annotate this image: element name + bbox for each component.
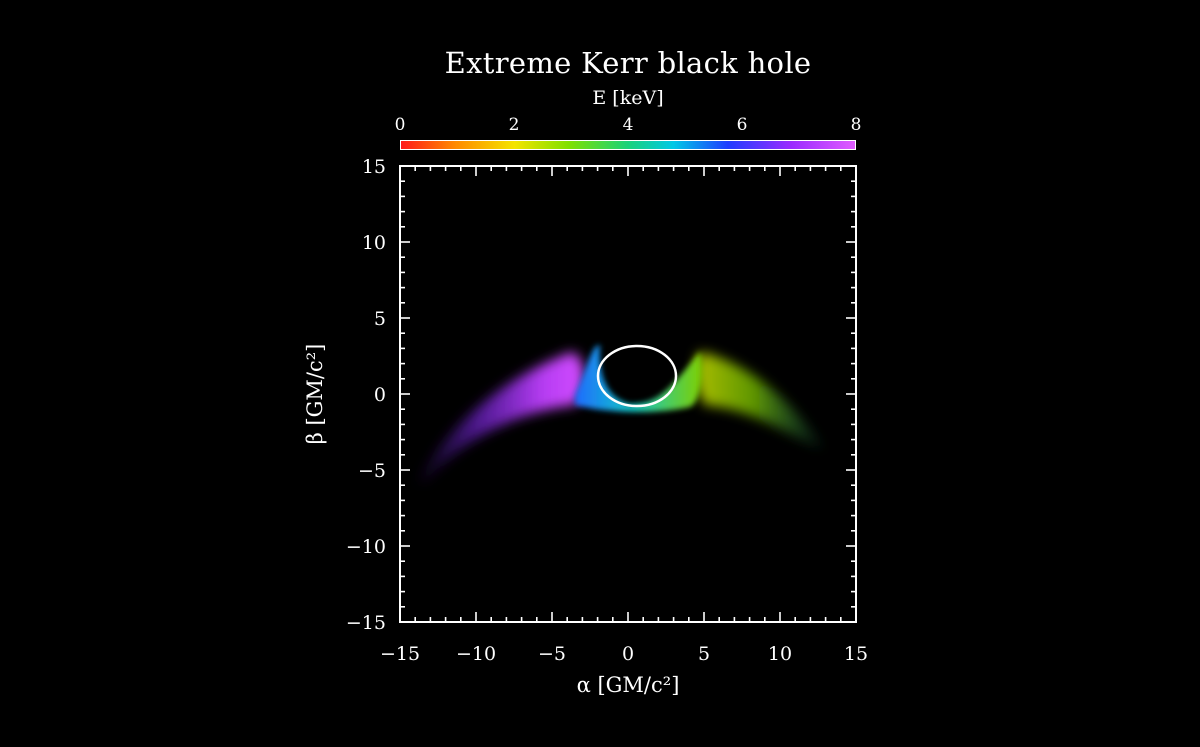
y-axis-label: β [GM/c²] bbox=[303, 344, 327, 445]
x-tick-label: −5 bbox=[538, 643, 566, 665]
colorbar-tick-4: 4 bbox=[622, 115, 634, 135]
emission-region-right bbox=[695, 352, 825, 450]
x-tick-label: 10 bbox=[768, 643, 792, 665]
black-hole-shadow-contour bbox=[596, 344, 678, 408]
plot-frame bbox=[399, 165, 857, 623]
axis-tick-labels: −15 −10 −5 0 5 10 15 −15 −10 −5 0 5 10 15 bbox=[346, 156, 868, 665]
colorbar-tick-2: 2 bbox=[508, 115, 520, 135]
y-tick-label: 10 bbox=[362, 232, 386, 254]
colorbar-label: E [keV] bbox=[592, 87, 664, 109]
y-tick-label: −5 bbox=[358, 460, 386, 482]
colorbar bbox=[400, 140, 856, 150]
emission-region-left bbox=[418, 352, 585, 482]
emission-region-inner bbox=[575, 345, 702, 413]
chart-title: Extreme Kerr black hole bbox=[444, 46, 812, 80]
y-tick-label: −15 bbox=[346, 612, 386, 634]
y-tick-label: 5 bbox=[374, 308, 386, 330]
x-axis-label: α [GM/c²] bbox=[577, 673, 680, 697]
y-tick-label: 15 bbox=[362, 156, 386, 178]
y-tick-label: −10 bbox=[346, 536, 386, 558]
x-tick-label: −10 bbox=[456, 643, 496, 665]
x-tick-label: 5 bbox=[698, 643, 710, 665]
x-tick-label: 0 bbox=[622, 643, 634, 665]
emission-image bbox=[418, 344, 825, 482]
y-tick-label: 0 bbox=[374, 384, 386, 406]
axis-ticks bbox=[399, 165, 857, 623]
x-tick-label: 15 bbox=[844, 643, 868, 665]
colorbar-tick-0: 0 bbox=[394, 115, 406, 135]
colorbar-tick-8: 8 bbox=[850, 115, 862, 135]
colorbar-tick-6: 6 bbox=[736, 115, 748, 135]
x-tick-label: −15 bbox=[380, 643, 420, 665]
